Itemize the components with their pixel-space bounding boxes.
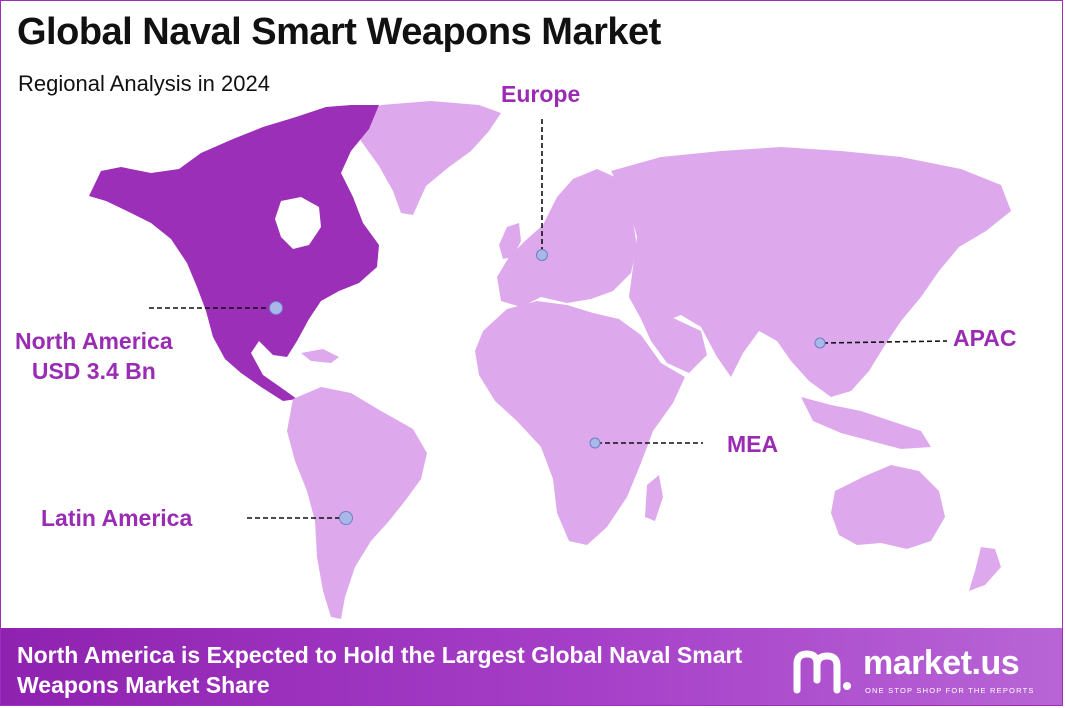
- mea-label: MEA: [727, 431, 779, 457]
- apac-leader-line: [822, 340, 948, 344]
- page-title: Global Naval Smart Weapons Market: [17, 11, 661, 53]
- africa-shape: [475, 301, 685, 545]
- footer-banner: North America is Expected to Hold the La…: [1, 628, 1062, 705]
- logo-tagline: ONE STOP SHOP FOR THE REPORTS: [865, 686, 1035, 695]
- apac-marker: [814, 337, 826, 349]
- logo-name: market.us: [863, 644, 1020, 682]
- apac-label: APAC: [953, 325, 1017, 351]
- europe-shape: [497, 169, 637, 307]
- north-america-marker: [269, 301, 283, 315]
- hudson-bay-shape: [275, 197, 321, 249]
- north-america-shape: [89, 105, 379, 401]
- australia-shape: [831, 465, 945, 549]
- page-subtitle: Regional Analysis in 2024: [18, 71, 270, 96]
- market-us-logo-icon: [793, 650, 851, 694]
- europe-label: Europe: [501, 81, 581, 107]
- asia-shape: [611, 147, 1011, 397]
- market-us-logo: market.us ONE STOP SHOP FOR THE REPORTS: [791, 644, 1051, 698]
- latin-america-label: Latin America: [41, 505, 193, 531]
- greenland-shape: [356, 101, 501, 215]
- north-america-name: North America: [15, 328, 173, 354]
- southeast-asia-shape: [801, 397, 931, 449]
- europe-marker: [536, 249, 548, 261]
- japan-shape: [891, 255, 921, 319]
- madagascar-shape: [645, 475, 663, 521]
- caribbean-shape: [301, 349, 339, 363]
- south-america-shape: [287, 387, 427, 619]
- arabia-shape: [641, 317, 707, 373]
- north-america-value: USD 3.4 Bn: [31, 358, 156, 384]
- footer-text: North America is Expected to Hold the La…: [17, 642, 743, 698]
- uk-shape: [499, 223, 521, 259]
- north-america-label: North America USD 3.4 Bn: [15, 326, 173, 386]
- latin-america-marker: [339, 511, 353, 525]
- new-zealand-shape: [969, 547, 1001, 591]
- mea-marker: [589, 437, 601, 449]
